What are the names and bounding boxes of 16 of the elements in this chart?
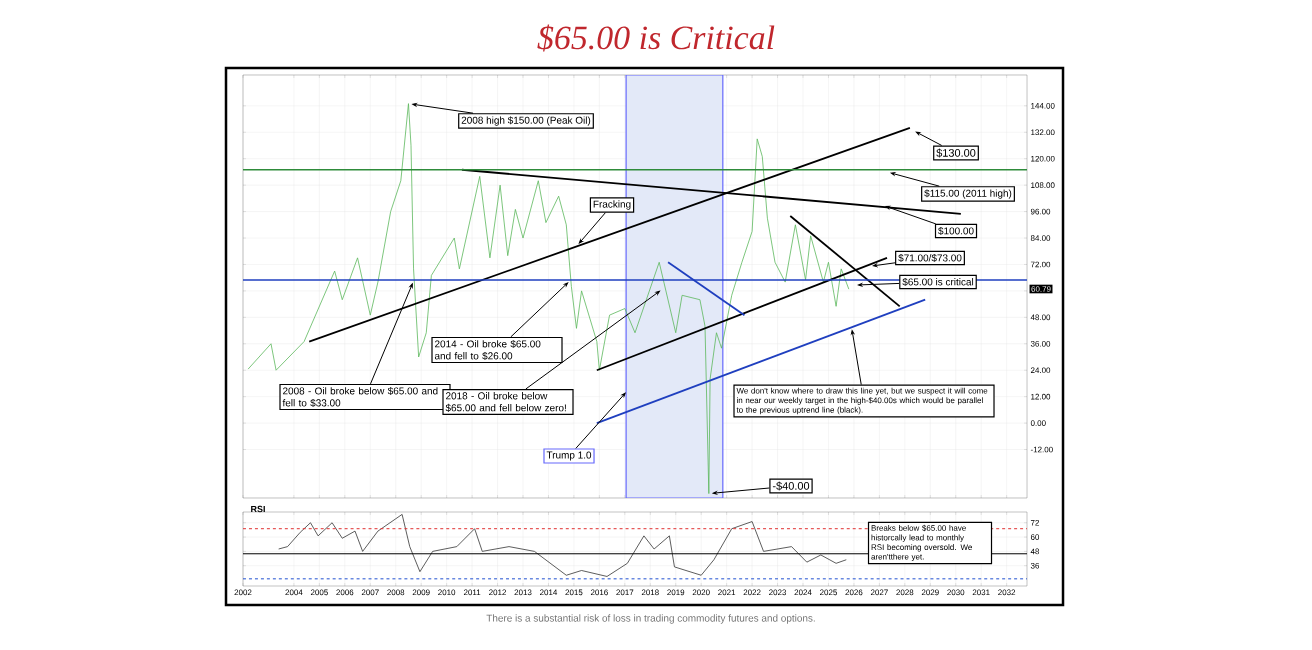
text: There is a substantial risk of loss in trading commodity futures and options. xyxy=(486,614,815,624)
annotation: $100.00 xyxy=(938,226,974,236)
band-label: Trump 1.0 xyxy=(546,451,592,461)
annotation: $71.00/$73.00 xyxy=(898,253,962,263)
annotation: 2018 - Oil broke below $65.00 and fell below zero! xyxy=(445,392,566,412)
annotation: 2008 - Oil broke below $65.00 and fell to $33.00 xyxy=(282,386,438,407)
annotation: $65.00 is critical xyxy=(902,277,974,287)
annotation: 2008 high $150.00 (Peak Oil) xyxy=(461,116,591,126)
annotation: -$40.00 xyxy=(772,481,810,491)
line-series xyxy=(278,513,847,577)
annotation: $115.00 (2011 high) xyxy=(924,189,1012,199)
annotation: 2014 - Oil broke $65.00 and fell to $26.00 xyxy=(434,339,541,360)
annotation: $130.00 xyxy=(936,148,976,158)
chart-title: $65.00 is Critical xyxy=(537,24,775,52)
chart-title: RSI xyxy=(251,505,265,513)
annotation: Fracking xyxy=(593,200,631,210)
